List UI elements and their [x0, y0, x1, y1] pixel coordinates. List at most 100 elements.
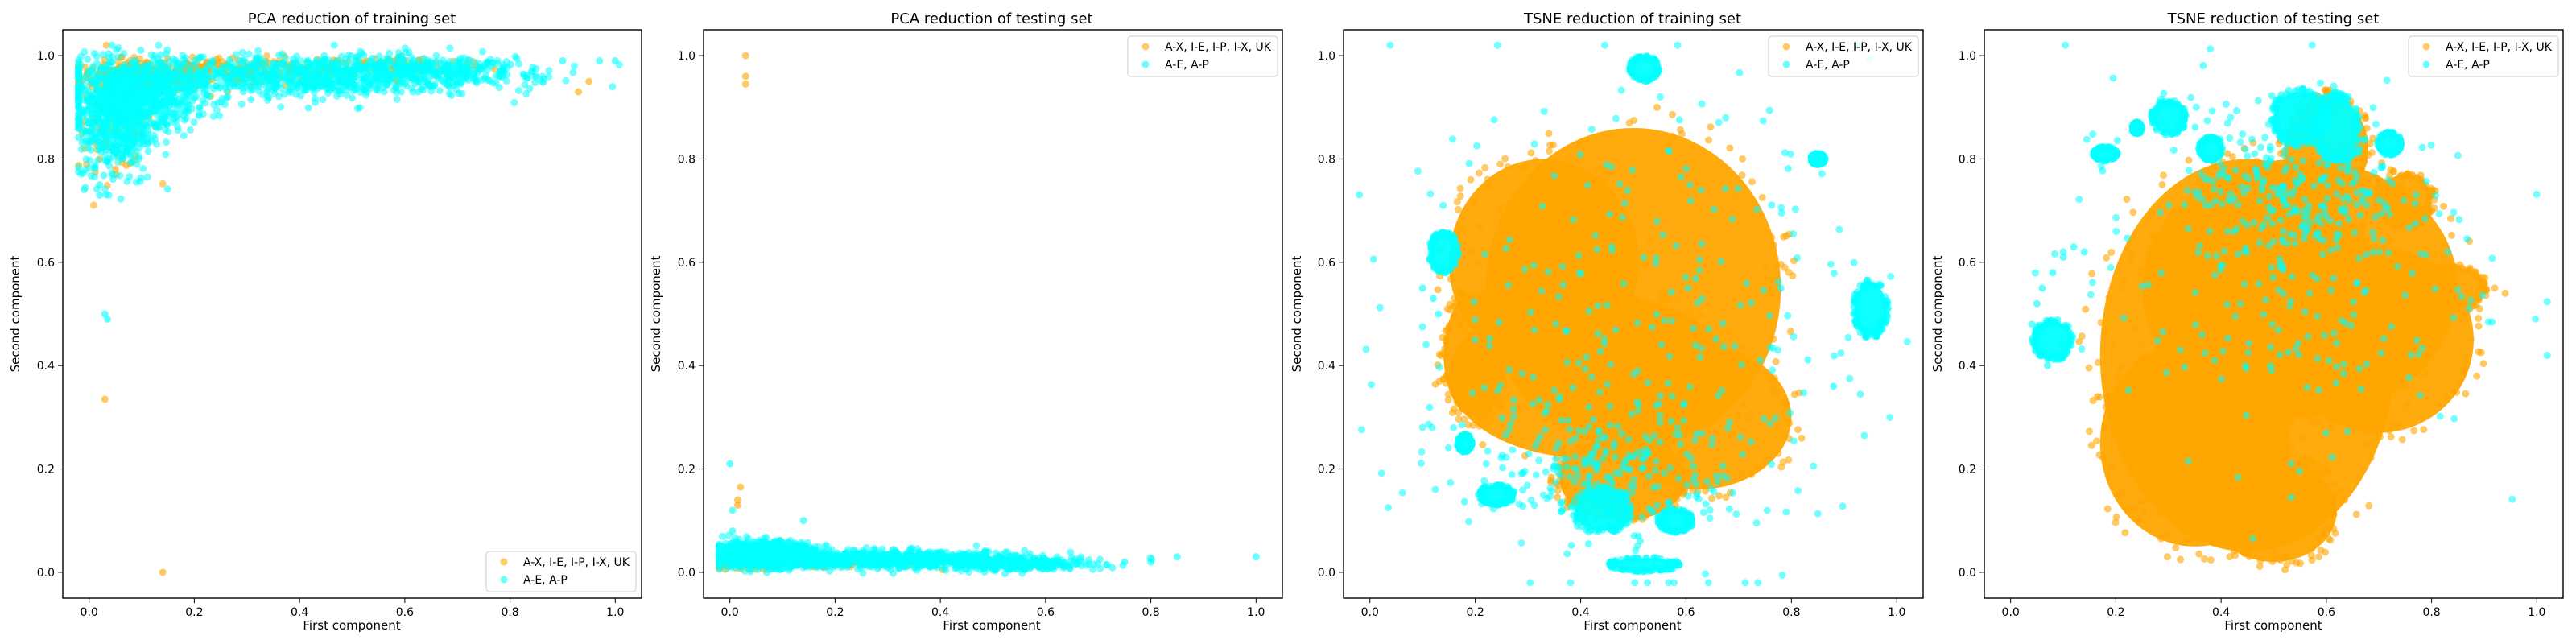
data-point: [77, 145, 85, 153]
data-point: [302, 77, 310, 85]
data-point: [95, 138, 103, 146]
data-point: [208, 57, 217, 65]
data-point: [299, 86, 308, 94]
data-point: [112, 128, 120, 136]
data-point: [195, 112, 203, 120]
data-point: [741, 72, 749, 80]
data-point: [84, 118, 92, 126]
x-axis-label: First component: [303, 618, 400, 633]
data-point: [338, 74, 346, 82]
data-point: [137, 174, 145, 182]
data-point: [186, 66, 194, 74]
data-point: [81, 127, 89, 135]
data-point: [473, 79, 481, 87]
data-point: [456, 55, 464, 63]
data-point: [123, 177, 131, 185]
data-point: [238, 48, 246, 56]
data-point: [98, 72, 106, 80]
data-point: [274, 60, 282, 68]
data-point: [402, 48, 410, 56]
data-point: [450, 63, 458, 71]
data-point: [108, 169, 116, 177]
data-point: [157, 51, 165, 59]
data-point: [116, 171, 124, 180]
data-point: [121, 91, 129, 99]
data-point: [304, 104, 312, 112]
data-point: [152, 124, 160, 132]
data-point: [75, 163, 83, 171]
data-point: [270, 86, 278, 94]
x-tick-label: 0.6: [396, 606, 414, 619]
data-point: [569, 68, 577, 76]
data-point: [733, 541, 741, 549]
data-point: [330, 41, 338, 49]
data-point: [784, 539, 792, 547]
data-point: [513, 55, 521, 63]
data-point: [100, 171, 108, 180]
panel-pca-train: PCA reduction of training set 0.0 0.2 0.4 0…: [8, 10, 642, 633]
data-point: [196, 103, 204, 111]
data-point: [749, 551, 758, 559]
data-point: [427, 57, 435, 65]
data-point: [105, 137, 114, 145]
data-point: [159, 180, 167, 188]
data-point: [87, 172, 95, 180]
data-point: [478, 47, 486, 56]
data-point: [742, 533, 750, 541]
data-point: [158, 115, 166, 123]
data-point: [419, 86, 427, 94]
x-tick-label: 0.2: [185, 606, 203, 619]
data-point: [122, 77, 130, 85]
data-point: [474, 64, 482, 72]
data-point: [363, 61, 371, 69]
data-point: [741, 80, 749, 88]
data-point: [821, 542, 829, 550]
legend-marker-series-a: [500, 558, 508, 566]
data-point: [259, 91, 267, 99]
data-point: [184, 106, 192, 114]
data-point: [449, 81, 457, 89]
data-point: [107, 58, 115, 66]
data-point: [222, 80, 230, 88]
data-point: [81, 184, 89, 192]
data-point: [510, 98, 518, 106]
data-point: [158, 62, 166, 70]
data-point: [254, 83, 262, 91]
data-point: [103, 105, 111, 114]
data-point: [225, 56, 233, 64]
data-point: [170, 97, 178, 105]
data-point: [280, 90, 288, 98]
data-point: [205, 93, 213, 101]
data-point: [102, 191, 110, 199]
data-point: [200, 67, 208, 75]
data-point: [559, 57, 567, 65]
data-point: [733, 501, 741, 509]
y-tick-label: 1.0: [37, 50, 55, 63]
data-point: [101, 395, 109, 403]
data-point: [142, 121, 150, 129]
data-point: [349, 87, 357, 95]
legend: A-X, I-E, I-P, I-X, UK A-E, A-P: [485, 551, 637, 592]
data-point: [232, 51, 240, 59]
data-point: [178, 81, 186, 89]
data-point: [128, 159, 136, 167]
data-point: [502, 57, 510, 65]
data-point: [105, 81, 114, 89]
data-point: [275, 51, 283, 59]
data-point: [75, 81, 83, 89]
data-point: [94, 97, 102, 105]
data-point: [184, 74, 192, 82]
data-point: [105, 89, 114, 97]
data-point: [455, 72, 463, 80]
data-point: [139, 69, 147, 77]
data-point: [102, 146, 110, 154]
data-point: [532, 72, 540, 80]
data-point: [366, 72, 374, 80]
data-point: [985, 547, 993, 555]
data-point: [181, 54, 189, 62]
plot-area: 0.0 0.2 0.4 0.6 0.8 1.00.00.20.40.60.81.0: [678, 29, 1283, 619]
data-point: [199, 97, 207, 105]
x-tick-label: 0.4: [291, 606, 308, 619]
data-point: [138, 133, 146, 141]
data-point: [308, 71, 316, 79]
